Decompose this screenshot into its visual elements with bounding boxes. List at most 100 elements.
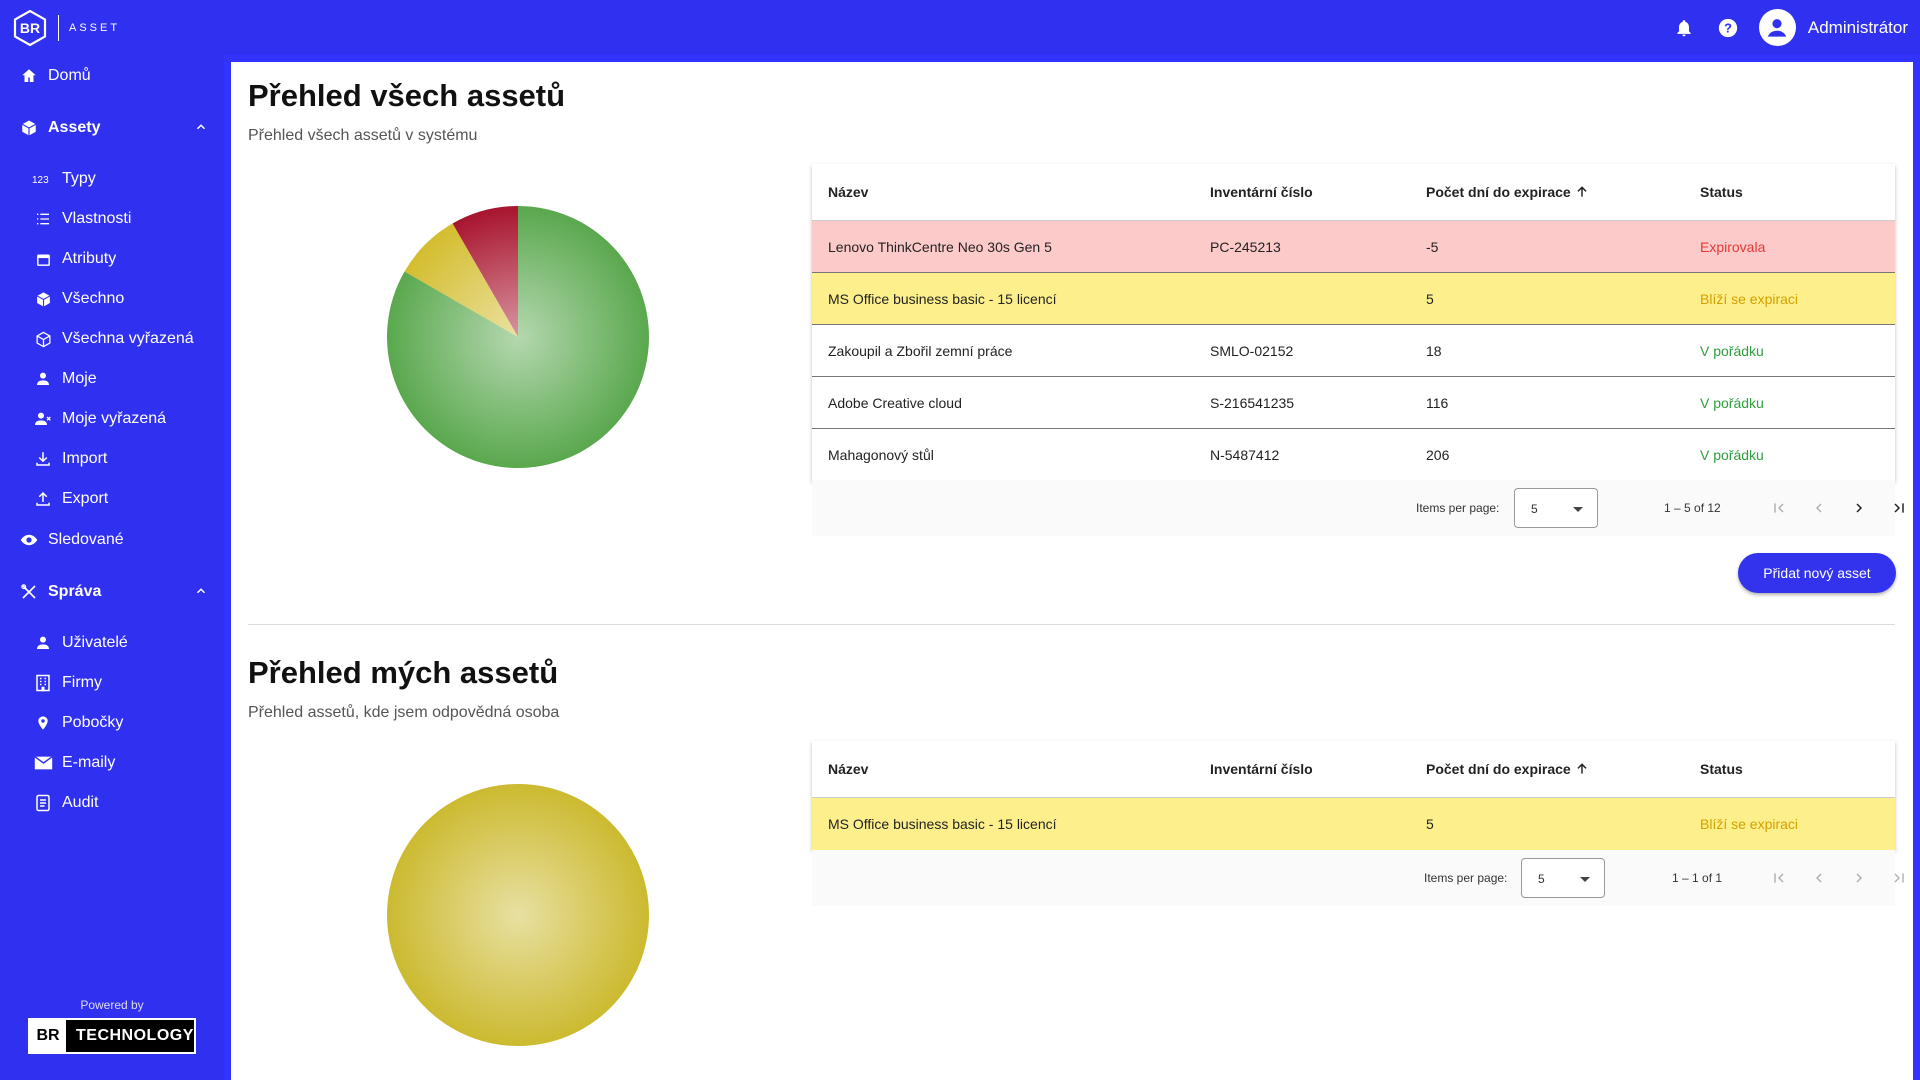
table-row[interactable]: Zakoupil a Zbořil zemní práce SMLO-02152… — [812, 325, 1895, 377]
first-page-icon[interactable] — [1767, 866, 1791, 890]
sidebar-item-firmy[interactable]: Firmy — [0, 666, 224, 700]
cell-status: V pořádku — [1700, 342, 1764, 359]
upload-icon — [32, 488, 54, 510]
powered-by-label: Powered by — [80, 998, 144, 1012]
column-header-status[interactable]: Status — [1700, 761, 1743, 777]
cell-days: 5 — [1426, 290, 1434, 307]
help-icon[interactable]: ? — [1715, 15, 1741, 41]
sidebar-item-label: Všechna vyřazená — [62, 330, 194, 347]
sidebar-item-label: Export — [62, 490, 109, 507]
sidebar-item-label: Moje vyřazená — [62, 410, 167, 427]
dropdown-caret-icon — [1573, 507, 1583, 512]
sidebar-item-moje[interactable]: Moje — [0, 362, 224, 396]
last-page-icon[interactable] — [1887, 496, 1911, 520]
all-assets-table: Název Inventární číslo Počet dní do expi… — [812, 164, 1895, 481]
brand-br: BR — [30, 1020, 66, 1052]
sidebar-item-vsechna-vyrazena[interactable]: Všechna vyřazená — [0, 322, 224, 356]
pie-highlight — [387, 206, 649, 468]
sidebar-item-label: Vlastnosti — [62, 210, 132, 227]
cell-name: MS Office business basic - 15 licencí — [828, 816, 1057, 832]
column-header-nazev[interactable]: Název — [828, 761, 869, 777]
chevron-up-icon[interactable] — [194, 120, 208, 139]
cell-inventory-number: SMLO-02152 — [1210, 342, 1294, 359]
cell-days: 18 — [1426, 342, 1442, 359]
column-header-pocet-dni[interactable]: Počet dní do expirace — [1426, 761, 1700, 777]
cell-name: MS Office business basic - 15 licencí — [828, 290, 1057, 307]
sidebar-item-export[interactable]: Export — [0, 482, 224, 516]
previous-page-icon[interactable] — [1807, 496, 1831, 520]
sidebar-item-label: Pobočky — [62, 714, 124, 731]
section-subtitle: Přehled assetů, kde jsem odpovědná osoba — [248, 704, 560, 721]
first-page-icon[interactable] — [1767, 496, 1791, 520]
column-header-inventarni-cislo[interactable]: Inventární číslo — [1210, 761, 1313, 777]
sidebar-group-assety[interactable]: Assety — [0, 111, 224, 145]
sidebar-item-label: Assety — [48, 119, 101, 136]
sidebar-item-label: Správa — [48, 583, 102, 600]
items-per-page-select[interactable]: 5 — [1521, 858, 1605, 898]
column-header-nazev[interactable]: Název — [828, 184, 869, 200]
sidebar-item-domu[interactable]: Domů — [0, 59, 224, 93]
column-header-inventarni-cislo[interactable]: Inventární číslo — [1210, 184, 1313, 200]
next-page-icon[interactable] — [1847, 866, 1871, 890]
sidebar-item-sledovane[interactable]: Sledované — [0, 523, 224, 557]
building-icon — [32, 672, 54, 694]
123-icon: 123 — [32, 168, 54, 190]
cell-name: Adobe Creative cloud — [828, 394, 962, 411]
table-row[interactable]: Mahagonový stůl N-5487412 206 V pořádku — [812, 429, 1895, 481]
br-technology-logo[interactable]: BR TECHNOLOGY — [28, 1018, 196, 1054]
section-title: Přehled mých assetů — [248, 655, 559, 690]
table-row[interactable]: MS Office business basic - 15 licencí 5 … — [812, 798, 1895, 850]
cell-status: V pořádku — [1700, 447, 1764, 463]
download-icon — [32, 448, 54, 470]
sidebar-group-sprava[interactable]: Správa — [0, 575, 224, 609]
sidebar-item-atributy[interactable]: Atributy — [0, 242, 224, 276]
svg-text:BR: BR — [20, 20, 40, 36]
sidebar: Domů Assety 123 Typy Vlastnosti Atributy… — [0, 55, 224, 1080]
table-row[interactable]: Adobe Creative cloud S-216541235 116 V p… — [812, 377, 1895, 429]
column-header-status[interactable]: Status — [1700, 184, 1743, 200]
add-new-asset-button[interactable]: Přidat nový asset — [1738, 553, 1896, 593]
app-label: ASSET — [69, 22, 121, 34]
sidebar-item-typy[interactable]: 123 Typy — [0, 162, 224, 196]
bell-icon[interactable] — [1671, 15, 1697, 41]
main-content: Přehled všech assetů Přehled všech asset… — [231, 62, 1913, 1080]
cube-icon — [32, 288, 54, 310]
cell-inventory-number: S-216541235 — [1210, 394, 1295, 411]
user-name[interactable]: Administrátor — [1807, 17, 1908, 37]
paginator: Items per page: 5 1 – 1 of 1 — [812, 850, 1904, 906]
table-row[interactable]: MS Office business basic - 15 licencí 5 … — [812, 273, 1895, 325]
person-icon — [32, 368, 54, 390]
pie-highlight — [387, 784, 649, 1046]
user-avatar-icon[interactable] — [1758, 9, 1796, 46]
items-per-page-select[interactable]: 5 — [1514, 488, 1598, 528]
app-logo[interactable]: BR ASSET — [12, 10, 120, 46]
sidebar-item-vlastnosti[interactable]: Vlastnosti — [0, 202, 224, 236]
sidebar-item-vsechno[interactable]: Všechno — [0, 282, 224, 316]
cell-inventory-number: PC-245213 — [1210, 238, 1281, 255]
sidebar-item-emaily[interactable]: E-maily — [0, 746, 224, 780]
sidebar-item-audit[interactable]: Audit — [0, 786, 224, 820]
sidebar-item-import[interactable]: Import — [0, 442, 224, 476]
my-assets-pie-chart — [387, 784, 649, 1046]
sidebar-item-label: Audit — [62, 794, 99, 811]
next-page-icon[interactable] — [1847, 496, 1871, 520]
sidebar-item-moje-vyrazena[interactable]: Moje vyřazená — [0, 402, 224, 436]
column-header-label: Počet dní do expirace — [1426, 184, 1571, 200]
cell-days: 5 — [1426, 816, 1434, 832]
cell-inventory-number: N-5487412 — [1210, 447, 1280, 463]
cell-status: V pořádku — [1700, 394, 1764, 411]
cell-name: Lenovo ThinkCentre Neo 30s Gen 5 — [828, 238, 1052, 255]
list-icon — [32, 208, 54, 230]
last-page-icon[interactable] — [1887, 866, 1911, 890]
calendar-icon — [32, 248, 54, 270]
cell-name: Zakoupil a Zbořil zemní práce — [828, 342, 1013, 359]
sidebar-item-uzivatele[interactable]: Uživatelé — [0, 626, 224, 660]
cell-status: Blíží se expiraci — [1700, 816, 1799, 832]
chevron-up-icon[interactable] — [194, 584, 208, 603]
table-row[interactable]: Lenovo ThinkCentre Neo 30s Gen 5 PC-2452… — [812, 221, 1895, 273]
page-range: 1 – 5 of 12 — [1664, 501, 1721, 515]
sidebar-item-pobocky[interactable]: Pobočky — [0, 706, 224, 740]
previous-page-icon[interactable] — [1807, 866, 1831, 890]
items-per-page-label: Items per page: — [1424, 871, 1508, 885]
column-header-pocet-dni[interactable]: Počet dní do expirace — [1426, 184, 1700, 200]
